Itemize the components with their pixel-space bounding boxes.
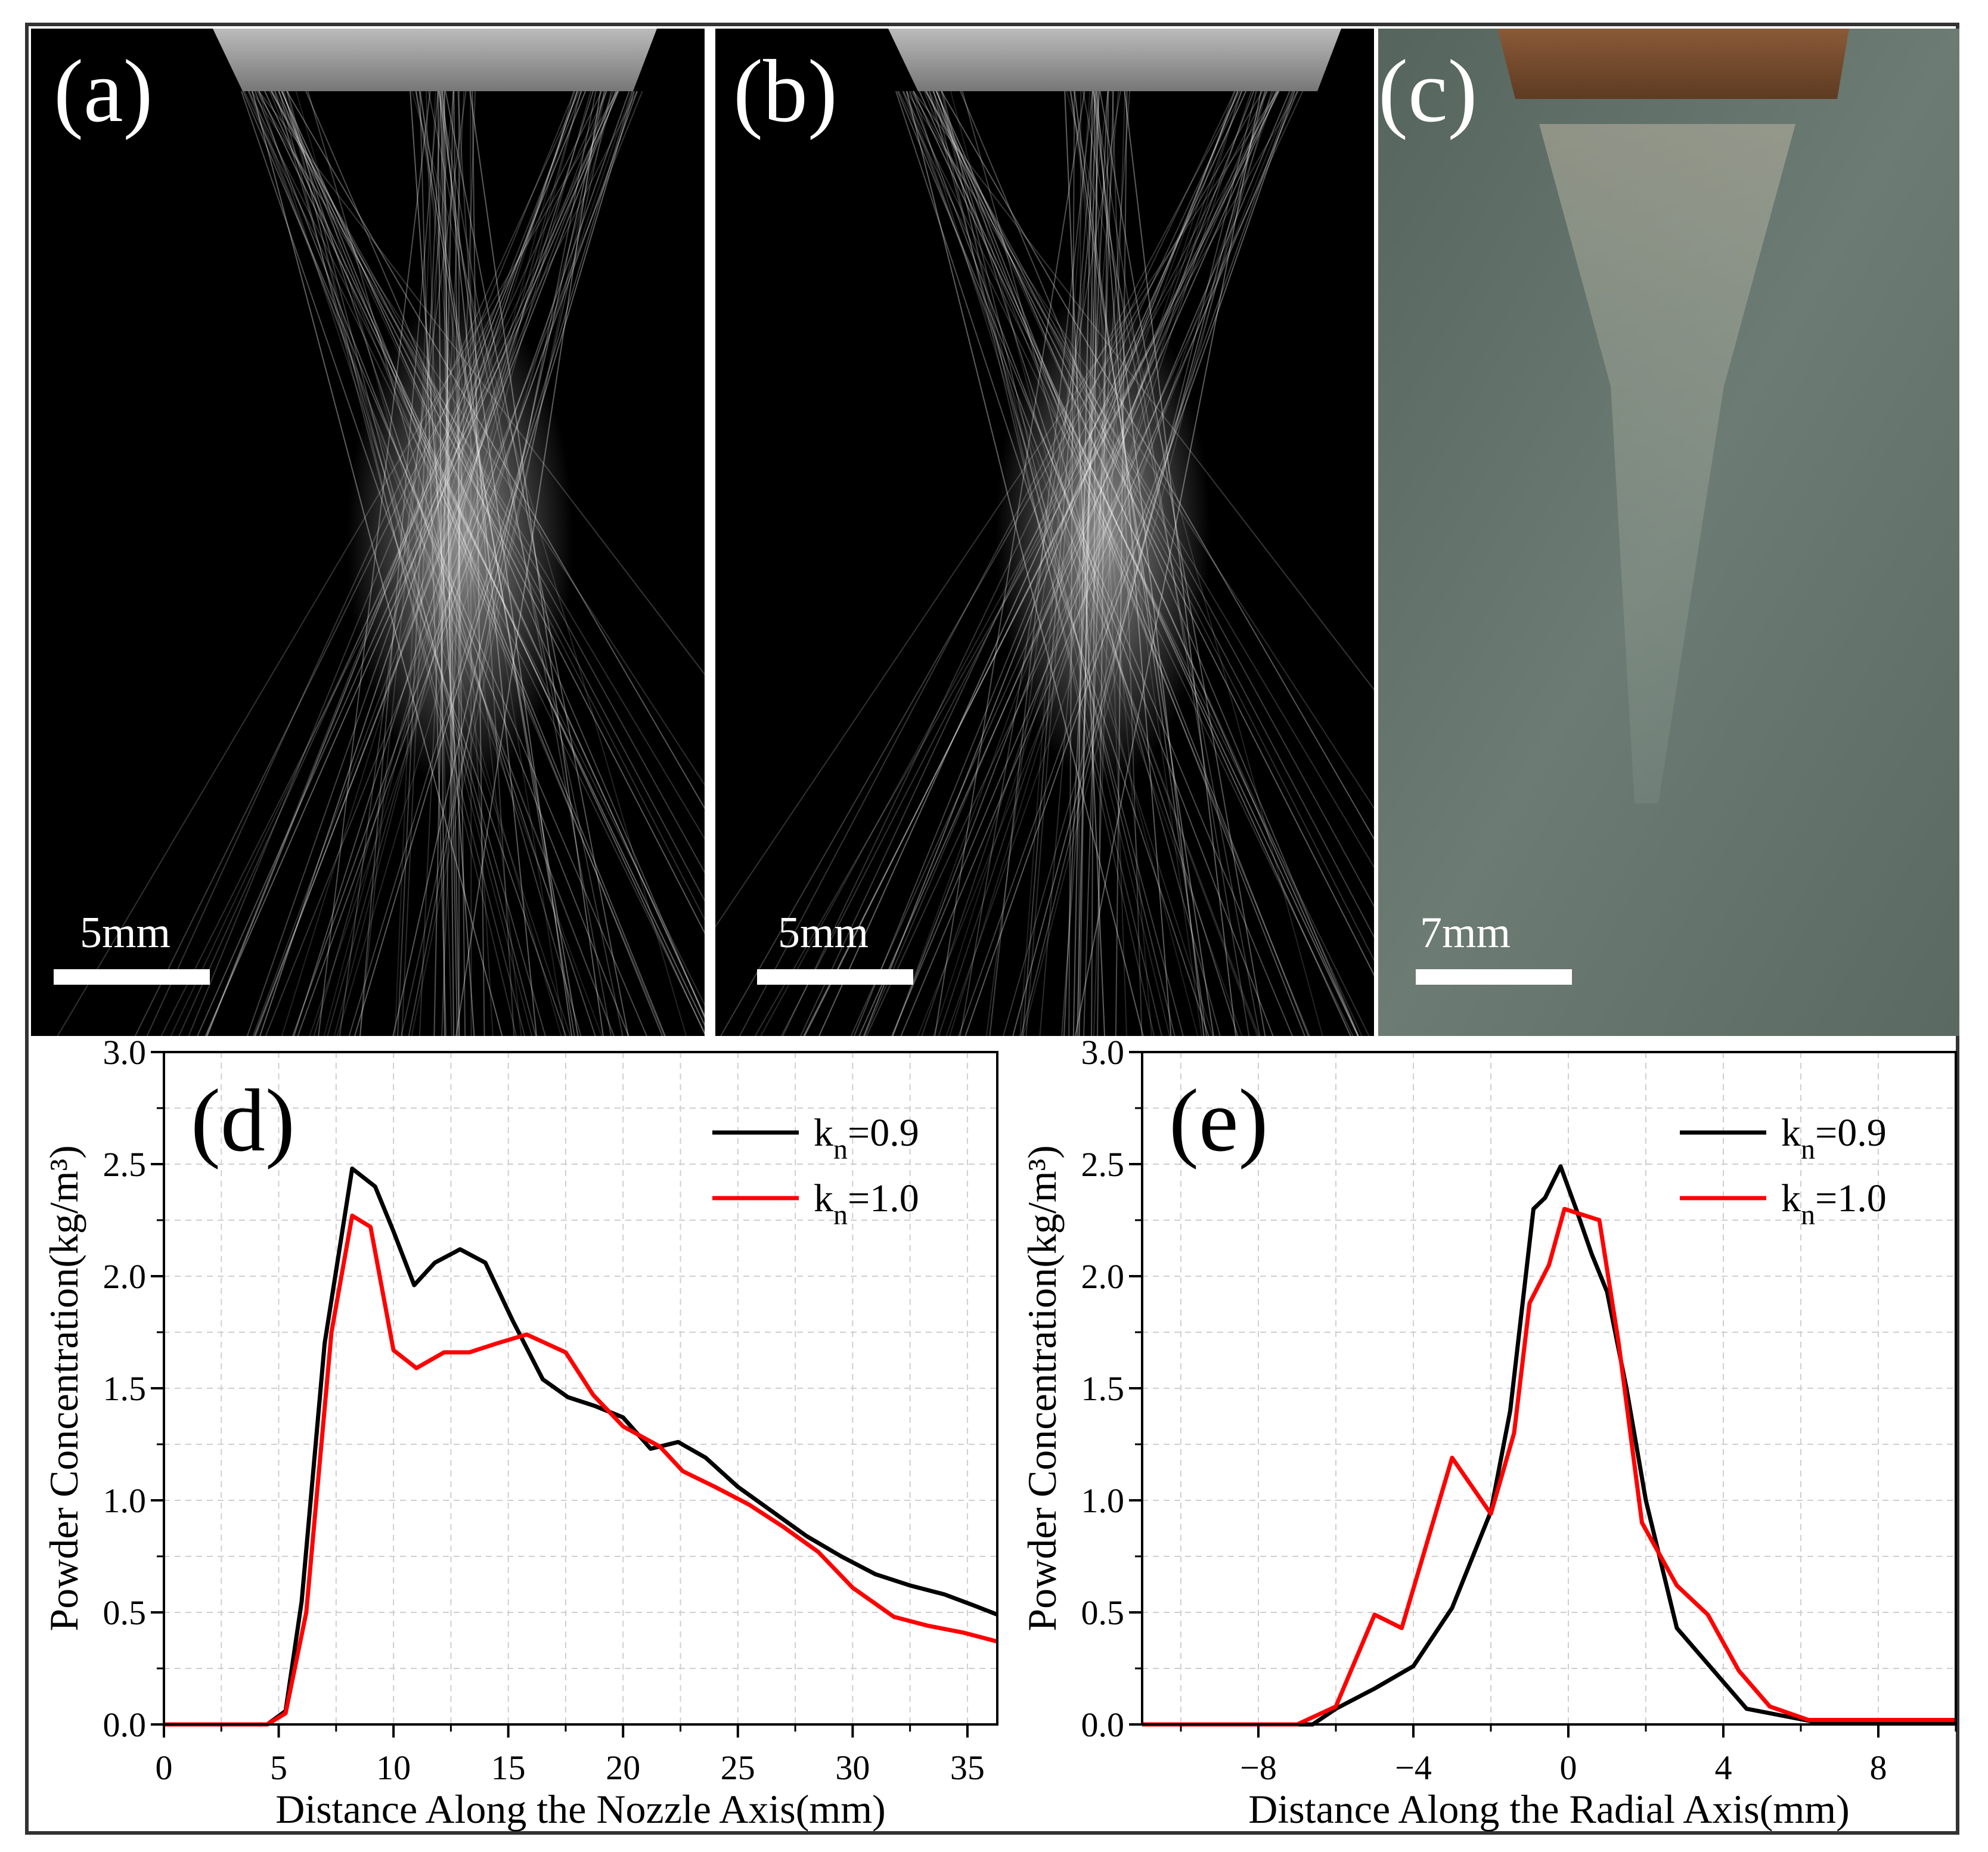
panel-a-simulation-image: (a) 5mm (31, 29, 705, 1036)
series-line-e-2 (1142, 1206, 1956, 1727)
scale-bar-label-a: 5mm (80, 908, 171, 957)
powder-stream-drawing-a (57, 29, 705, 1036)
powder-stream-drawing-b (715, 29, 1374, 1036)
x-tick-label: 0 (156, 1748, 173, 1787)
scale-bar-c (1416, 969, 1572, 985)
scale-bar-a (54, 969, 210, 985)
x-tick-label: 4 (1715, 1748, 1732, 1787)
y-tick-label: 0.0 (103, 1705, 147, 1744)
y-tick-label: 2.5 (1081, 1145, 1125, 1184)
x-tick-label: 5 (270, 1748, 287, 1787)
y-tick-label: 2.0 (103, 1257, 147, 1296)
y-tick-label: 2.0 (1081, 1257, 1125, 1296)
panel-b-label: (b) (733, 42, 838, 141)
legend-label-1: kn=0.9 (814, 1111, 919, 1165)
y-tick-label: 1.5 (103, 1369, 147, 1408)
scale-bar-label-b: 5mm (778, 908, 869, 957)
panel-label-d: (d) (191, 1071, 295, 1170)
panel-c-label: (c) (1378, 42, 1478, 141)
panel-label-e: (e) (1169, 1071, 1268, 1170)
x-tick-label: −8 (1240, 1748, 1277, 1787)
x-tick-label: 0 (1560, 1748, 1577, 1787)
series-line-d-2 (164, 1214, 998, 1727)
powder-stream-photo-c (1378, 29, 1959, 1036)
y-tick-label: 0.5 (1081, 1593, 1125, 1632)
y-axis-label-d: Powder Concentration(kg/m³) (41, 1145, 86, 1631)
y-tick-label: 1.5 (1081, 1369, 1125, 1408)
scale-bar-label-c: 7mm (1420, 908, 1511, 957)
legend-label-1: kn=0.9 (1781, 1111, 1887, 1165)
x-tick-label: 30 (835, 1748, 870, 1787)
x-axis-label-e: Distance Along the Radial Axis(mm) (1248, 1786, 1850, 1832)
y-tick-label: 1.0 (103, 1481, 147, 1520)
y-tick-label: 0.5 (103, 1593, 147, 1632)
legend-label-2: kn=1.0 (1781, 1177, 1887, 1231)
series-line-d-1 (164, 1167, 998, 1727)
panel-b-simulation-image: (b) 5mm (715, 29, 1374, 1036)
nozzle-shape-b (888, 29, 1341, 91)
legend-label-2: kn=1.0 (814, 1177, 919, 1231)
y-tick-label: 3.0 (103, 1033, 147, 1072)
y-tick-label: 3.0 (1081, 1033, 1125, 1072)
plot-area-d (164, 1052, 997, 1724)
x-tick-label: 35 (950, 1748, 985, 1787)
powder-jet-c (1539, 124, 1795, 804)
x-tick-label: 8 (1870, 1748, 1887, 1787)
chart-d-nozzle-axis: 0 5 10 15 20 25 30 35 0.0 0.5 1.0 1.5 2.0 2.5 3.0 Dista… (41, 1033, 998, 1832)
y-tick-label: 0.0 (1081, 1705, 1125, 1744)
x-tick-label: −4 (1395, 1748, 1432, 1787)
y-tick-label: 1.0 (1081, 1481, 1125, 1520)
panel-c-photo: (c) 7mm (1378, 29, 1959, 1036)
nozzle-shape-c (1497, 29, 1849, 99)
nozzle-shape-a (213, 29, 657, 91)
y-tick-label: 2.5 (103, 1145, 147, 1184)
x-tick-label: 15 (491, 1748, 526, 1787)
y-axis-label-e: Powder Concentration(kg/m³) (1019, 1145, 1065, 1631)
panel-a-label: (a) (54, 42, 153, 141)
x-axis-label-d: Distance Along the Nozzle Axis(mm) (275, 1786, 886, 1832)
series-line-e-1 (1142, 1164, 1956, 1727)
scale-bar-b (757, 969, 913, 985)
x-tick-label: 25 (721, 1748, 755, 1787)
x-tick-label: 20 (606, 1748, 640, 1787)
x-tick-label: 10 (376, 1748, 411, 1787)
